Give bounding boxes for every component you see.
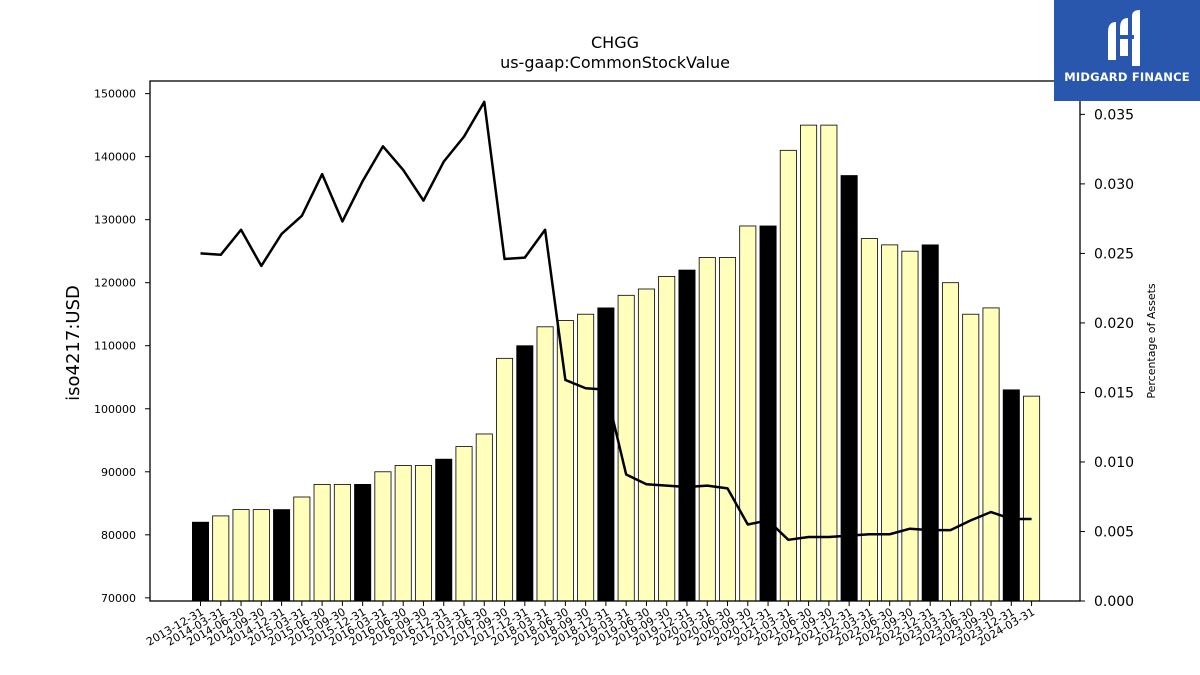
y2-tick-label: 0.010 — [1094, 455, 1134, 471]
midgard-logo-icon — [1108, 10, 1140, 66]
bar — [637, 288, 655, 602]
bar — [394, 465, 412, 602]
bar — [496, 357, 514, 602]
bar — [739, 225, 757, 602]
bar — [860, 238, 878, 602]
y2-axis-label: Percentage of Assets — [1145, 283, 1158, 399]
y-tick-label: 90000 — [101, 466, 136, 479]
bar — [455, 446, 473, 602]
y-tick-label: 150000 — [94, 88, 136, 101]
y2-tick-label: 0.030 — [1094, 177, 1134, 193]
bar — [414, 465, 432, 602]
line-layer — [200, 100, 1032, 542]
bar — [820, 124, 838, 602]
bar — [313, 483, 331, 602]
y-tick-label: 140000 — [94, 151, 136, 164]
chart-title: CHGG — [591, 33, 639, 52]
y-tick-label: 100000 — [94, 403, 136, 416]
y2-tick-label: 0.000 — [1094, 594, 1134, 610]
bar — [374, 471, 392, 602]
bar — [921, 244, 939, 602]
bar — [536, 326, 554, 602]
bar — [901, 250, 919, 602]
y-tick-label: 80000 — [101, 529, 136, 542]
bar — [698, 257, 716, 602]
bar — [597, 307, 615, 602]
y2-tick-label: 0.035 — [1094, 107, 1134, 123]
bar — [962, 313, 980, 602]
bar — [941, 282, 959, 602]
bar — [658, 275, 676, 602]
bar — [719, 257, 737, 602]
percentage-line — [200, 100, 1032, 542]
logo-text: MIDGARD FINANCE — [1064, 70, 1190, 84]
plot-frame — [149, 80, 1081, 602]
bar — [333, 483, 351, 602]
bar — [982, 307, 1000, 602]
bar — [252, 509, 270, 602]
y2-tick-label: 0.025 — [1094, 246, 1134, 262]
bar — [556, 320, 574, 602]
y-tick-label: 120000 — [94, 277, 136, 290]
bar — [1002, 389, 1020, 602]
bar — [577, 313, 595, 602]
bar — [293, 496, 311, 602]
brand-logo: MIDGARD FINANCE — [1054, 0, 1200, 101]
bar — [191, 521, 209, 602]
bar — [800, 124, 818, 602]
bar — [435, 458, 453, 602]
bar — [759, 225, 777, 602]
y-tick-label: 110000 — [94, 340, 136, 353]
bar — [678, 269, 696, 602]
bar — [273, 509, 291, 602]
y2-tick-label: 0.020 — [1094, 316, 1134, 332]
bar — [516, 345, 534, 602]
bar — [1023, 395, 1041, 602]
bar — [881, 244, 899, 602]
y-axis-label: iso4217:USD — [63, 285, 84, 401]
y2-tick-label: 0.005 — [1094, 524, 1134, 540]
bars-layer — [191, 124, 1041, 602]
bar — [212, 515, 230, 602]
y-tick-label: 70000 — [101, 592, 136, 605]
bar — [354, 483, 372, 602]
bar — [475, 433, 493, 602]
axes-layer: 70000 80000 90000 100000 110000 120000 130000 1… — [94, 80, 1134, 649]
y-tick-label: 130000 — [94, 214, 136, 227]
chart-subtitle: us-gaap:CommonStockValue — [500, 53, 730, 72]
y2-tick-label: 0.015 — [1094, 385, 1134, 401]
bar — [232, 509, 250, 602]
